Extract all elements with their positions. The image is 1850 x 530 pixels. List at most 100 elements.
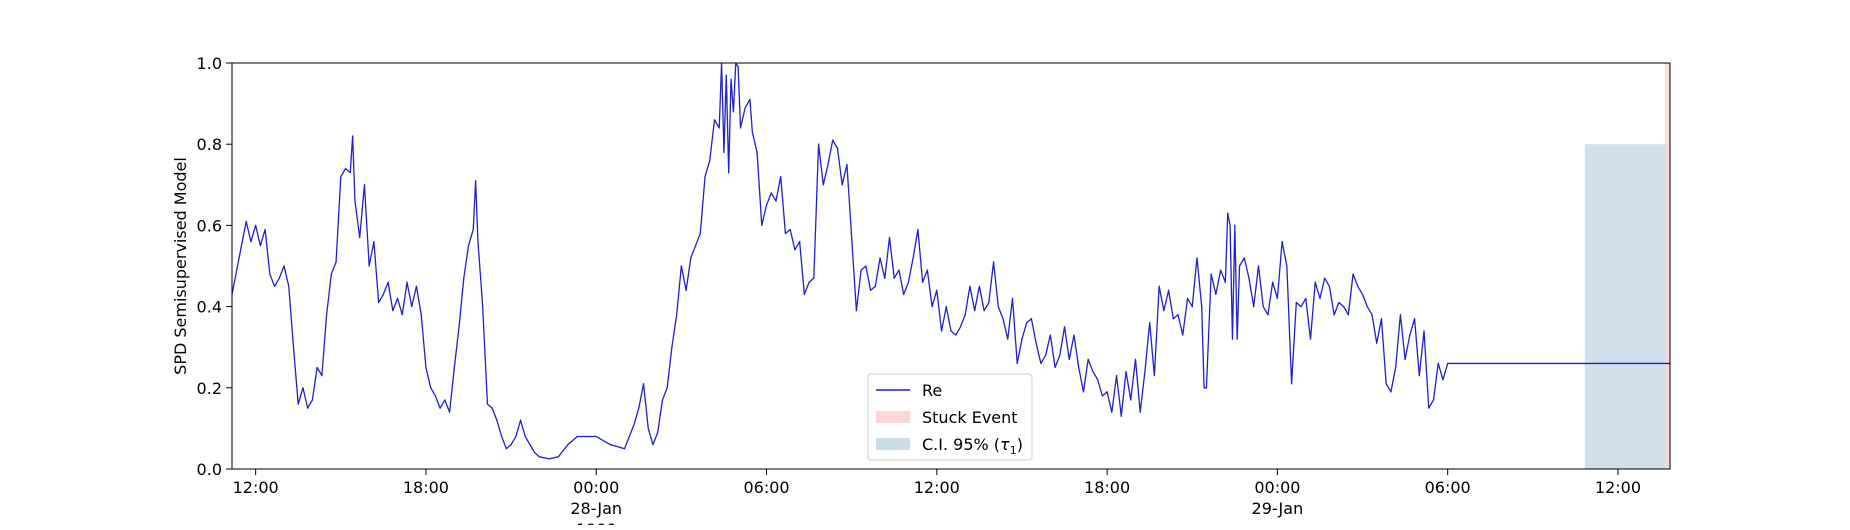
y-tick-label: 1.0	[197, 54, 222, 73]
data-point	[1227, 212, 1229, 214]
data-point	[1087, 358, 1089, 360]
x-tick-label: 00:00 29-Jan	[1252, 478, 1304, 518]
data-point	[808, 281, 810, 283]
x-tick-label: 06:00	[1425, 478, 1471, 497]
x-tick-label: 12:00	[914, 478, 960, 497]
x-tick-label-line: 12:00	[914, 478, 960, 497]
data-point	[387, 281, 389, 283]
data-point	[652, 444, 654, 446]
x-tick-label-line: 28-Jan	[570, 499, 622, 518]
data-point	[959, 326, 962, 328]
data-point	[463, 277, 465, 279]
data-point	[557, 456, 559, 458]
data-point	[1054, 366, 1056, 369]
data-point	[1272, 281, 1274, 283]
data-point	[297, 403, 299, 405]
y-tick-label: 0.0	[197, 460, 222, 479]
data-point	[666, 387, 668, 389]
data-point	[567, 444, 569, 446]
data-point	[1201, 306, 1203, 308]
data-point	[1437, 362, 1439, 365]
data-point	[335, 261, 337, 263]
data-point	[236, 269, 238, 271]
data-point	[765, 204, 768, 206]
data-point	[1203, 387, 1205, 389]
y-axis-label: SPD Semisupervised Model	[171, 157, 190, 375]
data-point	[761, 224, 763, 226]
data-point	[855, 310, 857, 312]
data-point	[969, 285, 971, 287]
data-point	[1111, 411, 1113, 413]
data-point	[685, 289, 687, 291]
x-tick-label-line: 06:00	[743, 478, 789, 497]
x-tick-label-line: 18:00	[1084, 478, 1130, 497]
data-point	[1215, 293, 1217, 296]
data-point	[1281, 241, 1283, 243]
data-point	[624, 448, 626, 450]
data-point	[264, 228, 266, 231]
data-point	[936, 289, 938, 291]
data-point	[1134, 358, 1137, 360]
data-point	[978, 285, 980, 287]
data-point	[538, 456, 541, 458]
data-point	[1149, 322, 1151, 324]
data-point	[316, 366, 318, 369]
data-point	[453, 366, 455, 369]
x-tick-label-line: 29-Jan	[1252, 499, 1304, 518]
data-point	[1153, 375, 1156, 377]
axes-layer: 0.0 0.2 0.4 0.6 0.8 1.0 12:00 18:00 00:00 28-Jan 1…	[171, 54, 1671, 530]
data-point	[775, 200, 777, 202]
data-point	[515, 435, 517, 438]
data-point	[718, 127, 720, 129]
data-point	[926, 269, 928, 271]
data-point	[1224, 281, 1226, 283]
data-point	[255, 224, 257, 226]
data-point	[1191, 306, 1193, 308]
data-point	[269, 273, 271, 275]
data-point	[1144, 370, 1146, 373]
data-point	[1352, 273, 1354, 275]
data-point	[1125, 370, 1127, 373]
data-point	[964, 314, 966, 316]
data-point	[382, 293, 384, 296]
data-point	[756, 151, 758, 153]
y-tick-label: 0.4	[197, 298, 222, 317]
data-point	[1130, 399, 1132, 401]
data-point	[1182, 334, 1184, 336]
data-point	[851, 236, 853, 239]
data-point	[321, 375, 323, 377]
data-point	[458, 326, 460, 328]
x-tick-label-line: 12:00	[233, 478, 279, 497]
data-point	[1172, 318, 1174, 320]
data-point	[420, 314, 422, 316]
data-point	[524, 435, 526, 438]
data-point	[1016, 362, 1018, 365]
data-point	[472, 228, 474, 231]
data-point	[278, 277, 280, 279]
data-point	[467, 245, 470, 247]
data-point	[794, 249, 796, 251]
data-point	[1167, 289, 1170, 291]
data-point	[898, 269, 900, 271]
data-point	[694, 245, 697, 247]
data-point	[1106, 391, 1108, 393]
data-point	[1409, 334, 1411, 336]
data-point	[903, 293, 905, 296]
data-point	[548, 458, 550, 460]
data-point	[378, 301, 380, 304]
data-point	[477, 241, 479, 243]
data-point	[1290, 383, 1293, 385]
data-point	[1026, 322, 1028, 324]
data-point	[534, 452, 536, 454]
data-point	[950, 330, 952, 332]
data-point	[439, 407, 441, 409]
data-point	[482, 306, 484, 308]
legend-label-part: C.I. 95% (	[922, 435, 1000, 454]
data-point	[392, 310, 394, 312]
data-point	[657, 431, 659, 434]
data-point	[595, 435, 597, 438]
data-point	[1267, 314, 1269, 316]
data-point	[401, 314, 403, 316]
data-point	[728, 172, 730, 174]
data-point	[893, 277, 895, 279]
